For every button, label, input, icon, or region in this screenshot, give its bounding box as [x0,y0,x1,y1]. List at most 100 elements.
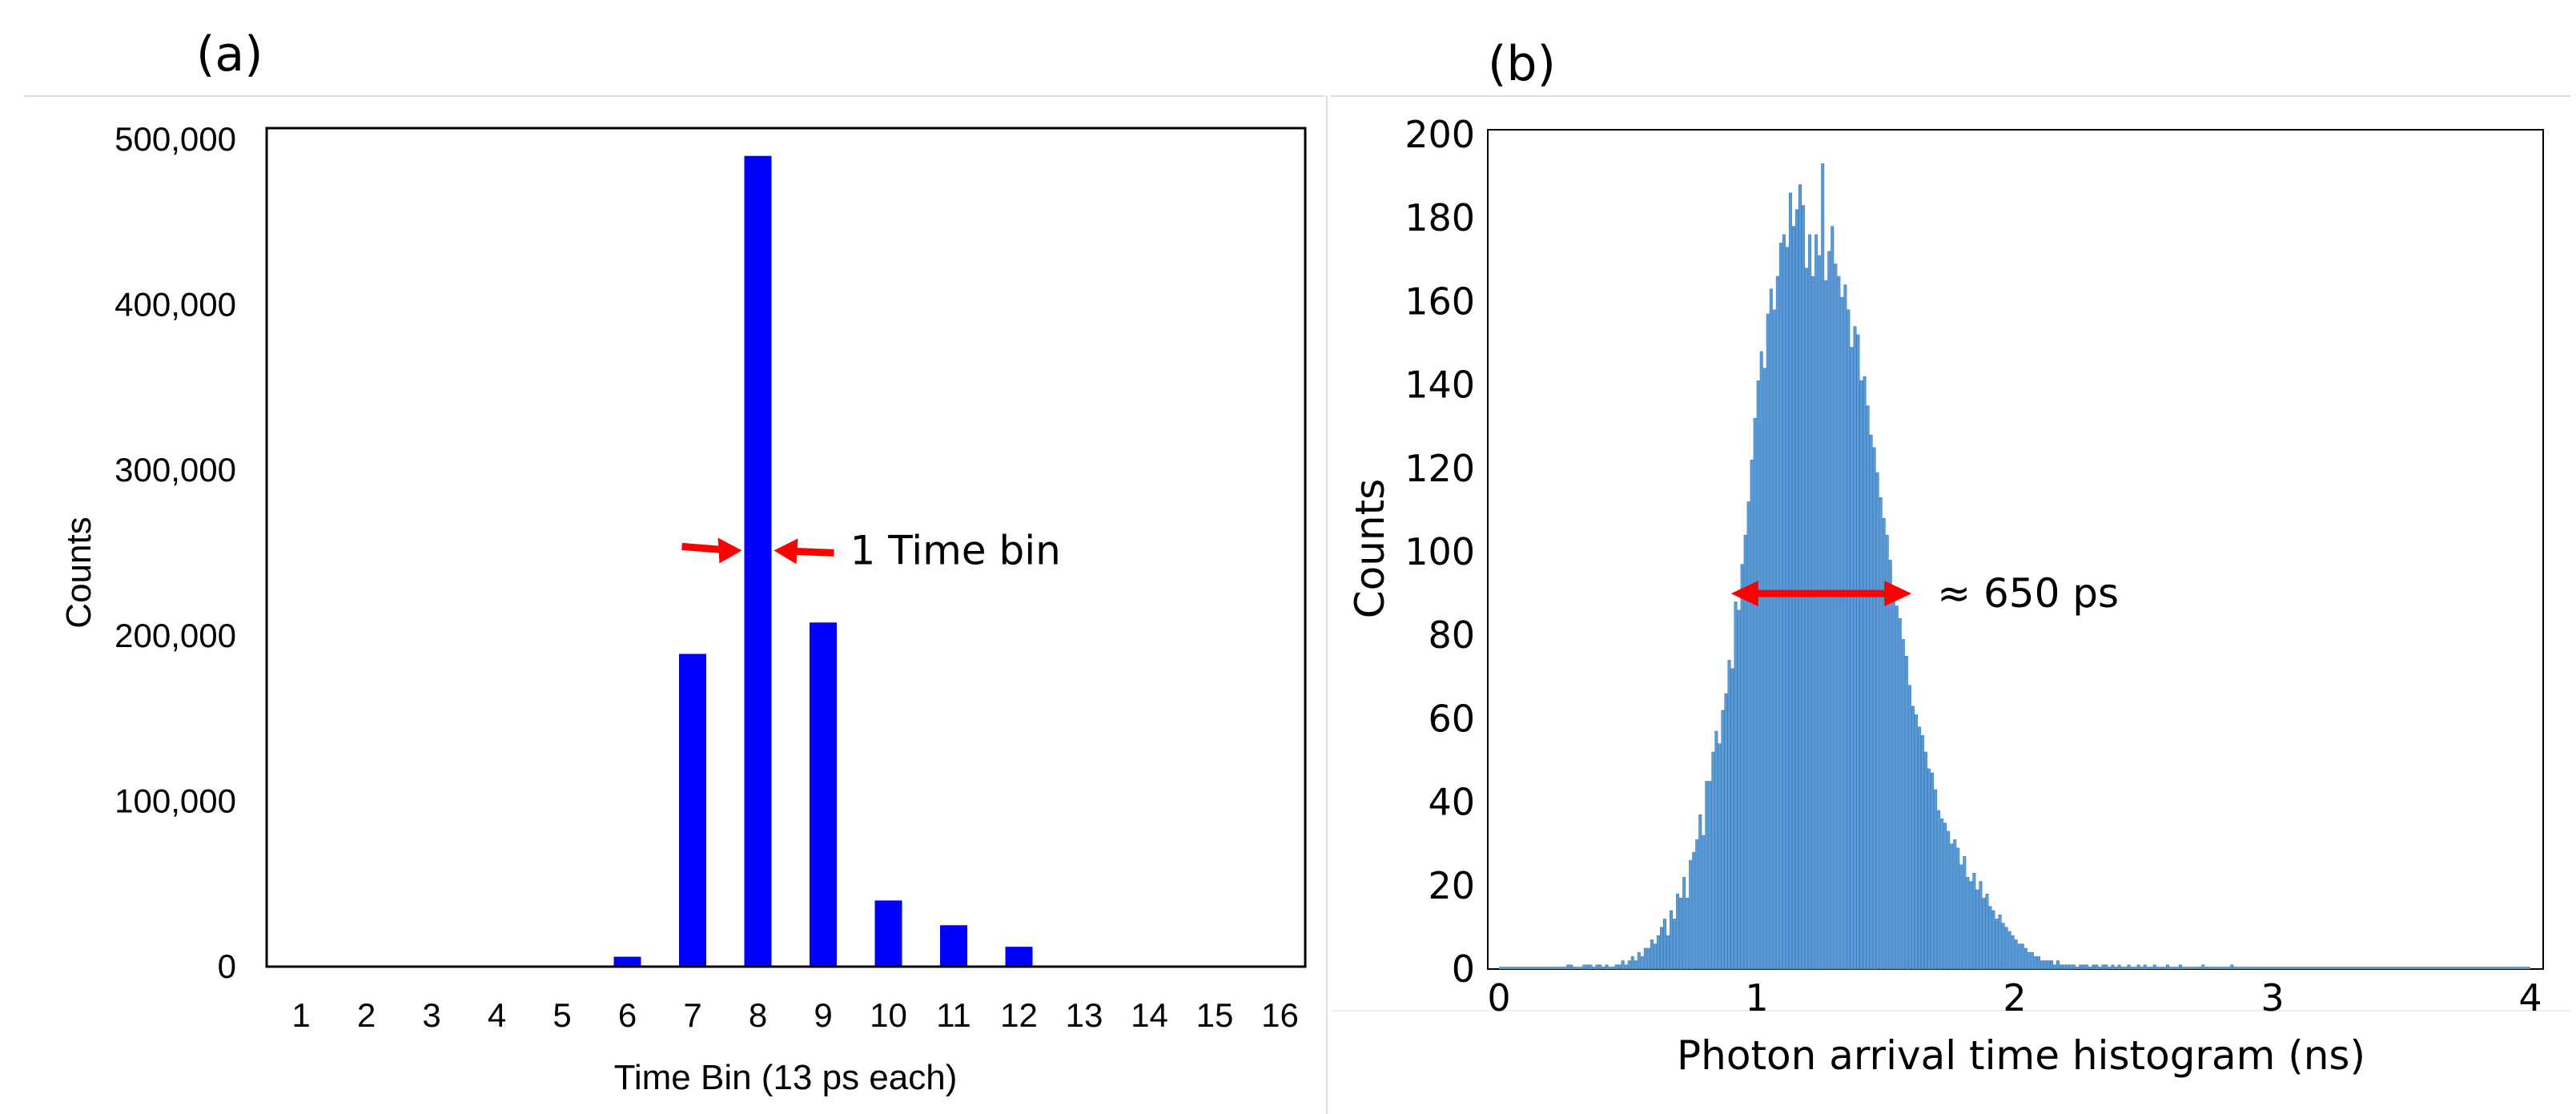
time-bin-arrow-right-head [774,538,798,565]
chart-a-y-tick-label: 500,000 [115,120,236,158]
chart-b-bar [1911,706,1915,970]
chart-b-bar [1605,964,1609,970]
chart-b-bar [1904,655,1908,970]
chart-a-y-tick-label: 0 [218,947,236,985]
chart-b-bar [1785,247,1789,970]
chart-b-bar [1814,234,1818,970]
chart-b-bar [1653,943,1657,970]
chart-b-bar [1595,964,1599,970]
chart-a-y-tick-label: 200,000 [115,617,236,654]
chart-a-x-tick-label: 1 [291,996,310,1034]
chart-a-bar [874,900,902,967]
chart-a-x-tick-label: 16 [1261,996,1299,1034]
fwhm-arrow-head-right [1884,581,1912,607]
chart-b-y-tick-label: 180 [1405,196,1475,239]
chart-a-bar [940,925,967,967]
chart-b-bar [1895,605,1899,970]
chart-b-bar [1863,376,1867,970]
chart-b-bar [1692,851,1696,970]
chart-b-y-tick-label: 0 [1452,947,1475,991]
chart-a-bar [1005,947,1033,967]
chart-b-bar [1956,847,1960,970]
chart-b-bar [2201,964,2205,970]
chart-b-bar [1969,881,1973,970]
chart-b-bar [1566,964,1570,970]
chart-a-x-tick-label: 11 [936,996,971,1034]
chart-b-bar [2007,931,2011,970]
fwhm-arrow-head-left [1730,581,1758,607]
chart-b-bar [1772,309,1776,970]
chart-b-bar [1740,564,1744,970]
chart-b-x-tick-label: 0 [1487,976,1510,1019]
chart-b-bar [2104,964,2108,970]
chart-b-bar [1634,960,1638,970]
chart-b-x-tick-label: 3 [2261,976,2284,1019]
chart-b-bar [2082,964,2086,970]
chart-b-bar [1931,772,1935,970]
chart-b-y-ticks: 0 20 40 60 80 100 120 140 160 180 200 [1405,113,1475,991]
chart-b-bar [1985,893,1989,970]
time-bin-arrow-right [794,547,834,557]
chart-b-bar [2165,964,2169,970]
chart-a-x-tick-label: 3 [422,996,440,1034]
chart-b-x-axis-label: Photon arrival time histogram (ns) [1677,1032,2365,1079]
chart-b-bar [1866,405,1870,970]
chart-b-bar [1646,947,1650,970]
chart-b-bar [2043,960,2047,970]
chart-b-bar [1743,534,1747,970]
chart-b-bar [1737,609,1741,970]
chart-b-bar [1714,730,1718,970]
chart-b-bar [1753,417,1757,970]
chart-b-bar [1788,192,1792,970]
chart-b-frame [1487,129,2544,970]
chart-b-bar [2127,964,2131,970]
chart-b-bar [1585,964,1589,970]
chart-b-bar [1859,380,1863,970]
chart-b-bar [1627,960,1631,970]
chart-b: (b) 0 20 40 60 80 100 120 140 160 180 200 0 1 2 3 4 Co… [1347,36,2544,1079]
chart-b-bar [1670,910,1674,970]
chart-b-bar [2027,951,2031,970]
chart-a-x-tick-label: 8 [749,996,767,1034]
chart-b-y-tick-label: 140 [1405,364,1475,407]
chart-b-bar [2046,960,2050,970]
chart-a-x-tick-label: 14 [1131,996,1168,1034]
chart-b-bar [1708,781,1712,970]
chart-b-bar [1724,693,1728,970]
chart-b-bar [2101,964,2105,970]
chart-b-bar [1702,835,1706,970]
chart-a-x-tick-label: 6 [618,996,637,1034]
chart-b-bar [2053,964,2057,970]
chart-b-bar [1850,347,1854,970]
chart-b-bar [2143,964,2147,970]
chart-b-bar [2017,943,2021,970]
chart-a-x-tick-label: 2 [357,996,376,1034]
chart-b-bar [1598,964,1602,970]
chart-b-bar [2030,951,2034,970]
chart-b-bar [1885,534,1889,970]
chart-b-bar [1802,205,1806,970]
chart-a-x-axis-label: Time Bin (13 ps each) [614,1058,958,1097]
chart-b-bar [1901,639,1905,970]
time-bin-arrow-left-head [717,537,742,564]
chart-b-bar [1856,334,1860,970]
chart-b-bar [1920,734,1925,970]
chart-b-bar [1637,951,1641,970]
chart-b-bar [1698,814,1702,970]
chart-a-y-ticks: 0 100,000 200,000 300,000 400,000 500,000 [115,120,236,985]
chart-b-bar [1659,927,1663,970]
chart-b-bar [1721,710,1725,970]
chart-b-bar [1624,964,1628,970]
chart-b-bar [1778,243,1782,970]
chart-b-bar [1662,919,1667,970]
chart-b-bar [2111,964,2115,970]
chart-b-bar [1940,818,1944,970]
chart-b-bar [1782,234,1786,970]
chart-b-bar [1879,497,1883,970]
time-bin-annotation-label: 1 Time bin [850,527,1061,573]
chart-b-bar [1621,960,1625,970]
chart-b-bar [1756,380,1760,970]
chart-b-bars [1499,163,2530,970]
chart-b-bar [1730,668,1734,970]
chart-a-frame [265,127,1307,968]
